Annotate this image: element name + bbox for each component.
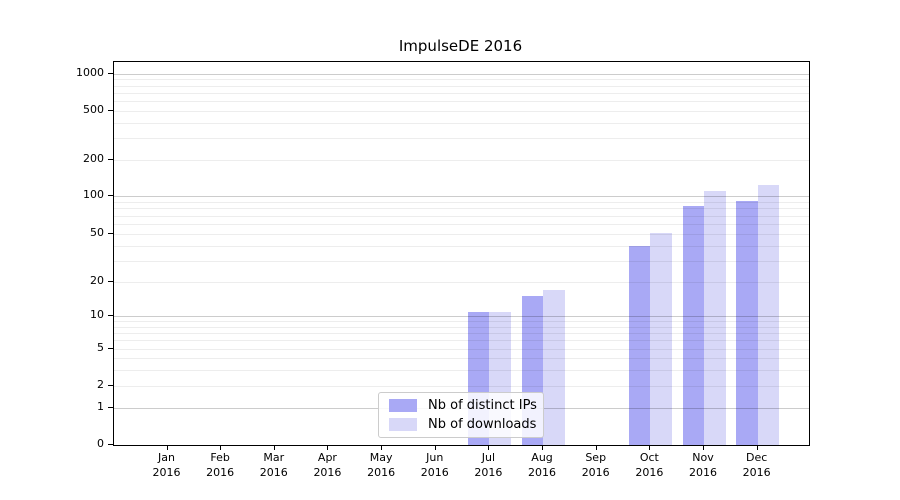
y-tick-label-1000: 1000 (76, 65, 104, 79)
bars-layer (114, 62, 809, 445)
bar-downloads-aug (543, 290, 565, 445)
x-tick-jun (434, 445, 436, 450)
y-tick-50 (108, 232, 113, 234)
x-tick-label-may: May 2016 (367, 451, 396, 479)
x-tick-label-aug: Aug 2016 (528, 451, 557, 479)
x-tick-label-nov: Nov 2016 (689, 451, 717, 479)
x-tick-label-feb: Feb 2016 (206, 451, 235, 479)
y-tick-label-200: 200 (83, 152, 104, 166)
x-tick-apr (327, 445, 329, 450)
y-tick-label-20: 20 (90, 274, 104, 288)
legend-swatch-distinct-ips (389, 399, 417, 412)
y-tick-5 (108, 347, 113, 349)
x-tick-may (381, 445, 383, 450)
y-tick-1 (108, 406, 113, 408)
bar-downloads-oct (650, 232, 672, 445)
x-tick-label-jan: Jan 2016 (152, 451, 181, 479)
x-tick-feb (220, 445, 222, 450)
y-tick-label-2: 2 (97, 378, 104, 392)
x-tick-mar (273, 445, 275, 450)
y-tick-label-1: 1 (97, 399, 104, 413)
x-tick-dec (756, 445, 758, 450)
x-tick-label-dec: Dec 2016 (742, 451, 771, 479)
y-tick-label-5: 5 (97, 340, 104, 354)
bar-downloads-dec (757, 184, 780, 445)
x-tick-jan (166, 445, 168, 450)
y-tick-20 (108, 281, 113, 283)
legend-item-distinct-ips: Nb of distinct IPs (379, 398, 543, 413)
y-tick-100 (108, 195, 113, 197)
y-tick-1000 (108, 72, 113, 74)
x-tick-label-oct: Oct 2016 (635, 451, 664, 479)
x-tick-label-jun: Jun 2016 (420, 451, 449, 479)
bar-distinct-ips-dec (736, 200, 758, 445)
bar-downloads-nov (704, 191, 726, 445)
legend-label-downloads: Nb of downloads (428, 417, 537, 432)
x-tick-jul (488, 445, 490, 450)
plot-area: Nb of distinct IPs Nb of downloads (113, 61, 810, 446)
y-tick-0 (108, 444, 113, 445)
x-tick-sep (595, 445, 597, 450)
x-tick-label-jul: Jul 2016 (474, 451, 503, 479)
x-tick-nov (703, 445, 704, 450)
y-tick-label-10: 10 (90, 308, 104, 322)
y-tick-10 (108, 315, 113, 317)
legend-label-distinct-ips: Nb of distinct IPs (428, 398, 537, 413)
legend-swatch-downloads (389, 418, 417, 431)
y-tick-200 (108, 159, 113, 161)
y-tick-label-0: 0 (97, 437, 104, 450)
x-tick-label-sep: Sep 2016 (581, 451, 610, 479)
bar-distinct-ips-oct (628, 245, 651, 445)
y-tick-label-500: 500 (83, 102, 104, 116)
chart-title: ImpulseDE 2016 (398, 37, 523, 55)
bar-distinct-ips-nov (682, 206, 704, 445)
x-tick-oct (649, 445, 651, 450)
x-tick-label-apr: Apr 2016 (313, 451, 342, 479)
y-tick-label-100: 100 (83, 188, 104, 202)
y-tick-2 (108, 385, 113, 387)
x-tick-label-mar: Mar 2016 (259, 451, 288, 479)
y-tick-label-50: 50 (90, 225, 104, 239)
legend: Nb of distinct IPs Nb of downloads (378, 392, 544, 438)
y-tick-500 (108, 109, 113, 111)
legend-item-downloads: Nb of downloads (379, 417, 543, 432)
x-tick-aug (542, 445, 544, 450)
